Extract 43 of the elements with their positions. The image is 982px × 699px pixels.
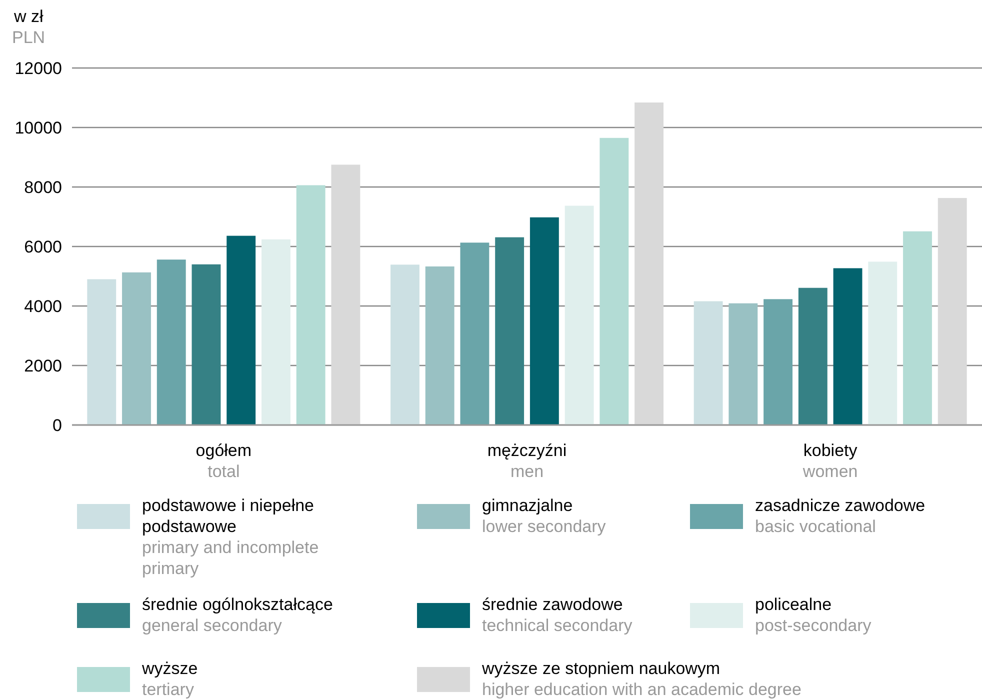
- legend-label: wyższe ze stopniem naukowym higher education with an academic degree: [481, 659, 802, 699]
- y-tick-label: 6000: [24, 237, 62, 256]
- bar: [460, 242, 490, 425]
- bar: [87, 279, 116, 425]
- legend-label: wyższe tertiary: [141, 659, 198, 699]
- bar: [226, 236, 256, 425]
- bar: [833, 268, 862, 425]
- legend-label: gimnazjalne lower secondary: [482, 496, 606, 536]
- bar: [390, 264, 420, 425]
- legend-label: średnie ogólnokształcące general secondary: [142, 595, 333, 635]
- bar: [530, 217, 559, 425]
- y-tick-label: 0: [52, 416, 62, 435]
- y-tick-label: 12000: [14, 58, 62, 78]
- legend-label: zasadnicze zawodowe basic vocational: [755, 496, 926, 536]
- bar: [764, 299, 793, 425]
- legend-label: policealne post-secondary: [755, 595, 872, 635]
- bar: [296, 185, 326, 425]
- legend-label: podstawowe i niepełne podstawowe primary and incomplete primary: [142, 496, 319, 578]
- bar: [634, 102, 664, 425]
- bar: [156, 260, 186, 425]
- bar: [903, 231, 932, 425]
- x-tick-label: mężczyźni men: [487, 441, 567, 481]
- bar: [425, 266, 454, 425]
- bar: [728, 303, 758, 425]
- bar: [495, 237, 524, 425]
- bar: [564, 206, 594, 425]
- y-tick-label: 4000: [24, 296, 62, 316]
- bar: [938, 198, 967, 425]
- y-tick-label: 10000: [14, 118, 62, 138]
- x-tick-label: ogółem total: [196, 441, 252, 481]
- bar: [868, 262, 898, 425]
- bar: [261, 239, 290, 425]
- bar: [331, 164, 360, 425]
- bar: [798, 288, 828, 425]
- y-tick-label: 8000: [24, 178, 62, 197]
- y-axis-title: w zł PLN: [12, 7, 46, 47]
- bar: [694, 301, 723, 425]
- bar: [600, 138, 629, 425]
- legend-label: średnie zawodowe technical secondary: [482, 595, 633, 635]
- bar: [192, 264, 221, 425]
- x-tick-label: kobiety women: [802, 441, 858, 481]
- bar: [122, 272, 151, 425]
- y-tick-label: 2000: [24, 356, 62, 376]
